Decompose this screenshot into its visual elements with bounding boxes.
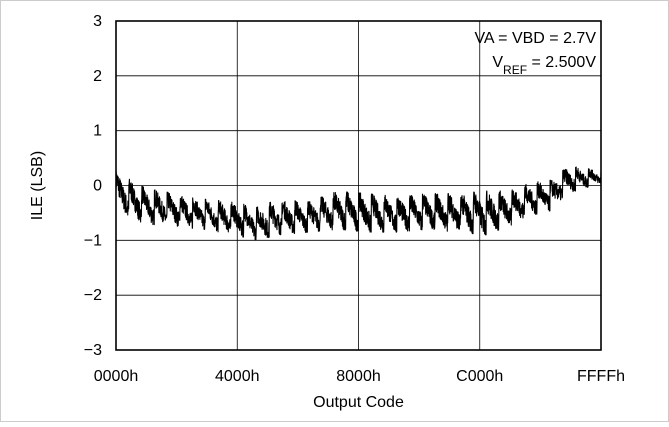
x-axis-label: Output Code bbox=[313, 394, 404, 411]
y-tick-label-5: −2 bbox=[84, 287, 102, 304]
y-tick-label-4: −1 bbox=[84, 232, 102, 249]
annotation-vref-sub: REF bbox=[503, 63, 527, 77]
y-tick-labels: 3 2 1 0 −1 −2 −3 bbox=[84, 13, 102, 359]
annotation-vref-value: = 2.500V bbox=[527, 54, 596, 71]
x-tick-label-1: 4000h bbox=[215, 368, 260, 385]
x-tick-label-4: FFFFh bbox=[577, 368, 625, 385]
y-tick-label-3: 0 bbox=[93, 178, 102, 195]
annotation-line-2: VREF = 2.500V bbox=[492, 54, 596, 77]
y-tick-label-0: 3 bbox=[93, 13, 102, 30]
y-tick-label-1: 2 bbox=[93, 68, 102, 85]
annotation-vref-main: V bbox=[492, 54, 503, 71]
series-ile bbox=[115, 166, 602, 241]
x-tick-label-2: 8000h bbox=[336, 368, 381, 385]
x-tick-label-3: C000h bbox=[456, 368, 503, 385]
x-tick-labels: 0000h 4000h 8000h C000h FFFFh bbox=[94, 368, 625, 385]
y-tick-label-2: 1 bbox=[93, 123, 102, 140]
annotation-line-1: VA = VBD = 2.7V bbox=[474, 30, 596, 47]
series-ile-line bbox=[115, 166, 602, 241]
plot-frame bbox=[115, 20, 602, 351]
y-tick-label-6: −3 bbox=[84, 342, 102, 359]
y-axis-label: ILE (LSB) bbox=[29, 151, 46, 220]
x-tick-label-0: 0000h bbox=[94, 368, 139, 385]
annotation: VA = VBD = 2.7V VREF = 2.500V bbox=[474, 30, 596, 77]
